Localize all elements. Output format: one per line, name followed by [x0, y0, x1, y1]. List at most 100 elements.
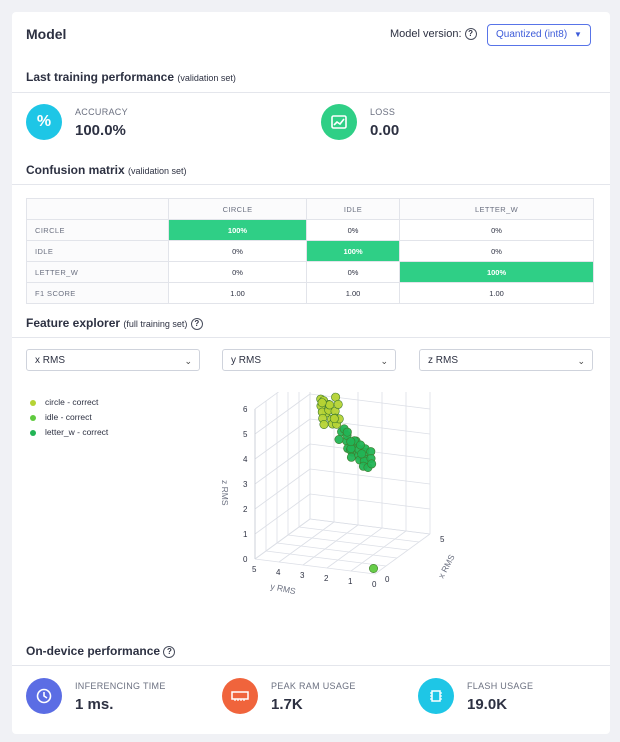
grid-line — [298, 526, 420, 543]
confusion-title-text: Confusion matrix — [26, 163, 125, 177]
y-tick-label: 0 — [372, 580, 377, 589]
divider — [12, 184, 610, 185]
matrix-cell: 0% — [167, 240, 308, 262]
y-tick-label: 3 — [300, 571, 305, 580]
scatter-point — [329, 414, 339, 424]
scatter-point — [334, 434, 344, 444]
scatter-point — [333, 399, 343, 409]
row-header: IDLE — [26, 240, 169, 262]
z-tick-label: 5 — [243, 430, 248, 439]
table-header-row: CIRCLE IDLE LETTER_W — [26, 198, 594, 220]
y-axis-title: y RMS — [270, 581, 297, 596]
y-axis-select[interactable]: y RMS ⌄ — [222, 349, 396, 371]
inferencing-time-value: 1 ms. — [75, 696, 114, 713]
scatter-point — [357, 449, 367, 459]
x-axis-select-value: x RMS — [35, 355, 65, 366]
z-tick-label: 4 — [243, 455, 248, 464]
grid-line — [254, 393, 311, 435]
help-icon[interactable]: ? — [190, 317, 203, 330]
grid-line — [254, 392, 280, 410]
grid-line — [254, 443, 311, 485]
z-axis-select-value: z RMS — [428, 355, 458, 366]
scatter-point — [369, 564, 379, 574]
matrix-cell: 100% — [167, 219, 308, 241]
z-tick-label: 6 — [243, 405, 248, 414]
model-card: Model Model version: ? Quantized (int8) … — [12, 12, 610, 734]
y-tick-label: 1 — [348, 577, 353, 586]
chevron-down-icon: ⌄ — [577, 356, 585, 366]
help-icon[interactable]: ? — [163, 645, 176, 658]
matrix-cell: 0% — [306, 219, 401, 241]
peak-ram-value: 1.7K — [271, 696, 303, 713]
explorer-subtitle: (full training set) — [123, 319, 188, 329]
y-axis-select-value: y RMS — [231, 355, 261, 366]
legend-label: letter_w - correct — [45, 427, 109, 437]
y-tick-label: 4 — [276, 568, 281, 577]
matrix-cell: 100% — [306, 240, 401, 262]
table-row: F1 SCORE 1.00 1.00 1.00 — [26, 282, 594, 304]
matrix-cell: 0% — [167, 261, 308, 283]
x-tick-label: 0 — [385, 575, 390, 584]
table-corner — [26, 198, 169, 220]
legend-item[interactable]: idle - correct — [30, 412, 92, 422]
row-header: F1 SCORE — [26, 282, 169, 304]
legend-dot — [30, 429, 36, 436]
grid-line — [287, 534, 409, 551]
x-axis-title: x RMS — [436, 552, 457, 580]
grid-line — [374, 533, 431, 575]
divider — [12, 337, 610, 338]
flash-chip-icon — [418, 678, 454, 714]
explorer-title: Feature explorer (full training set) ? — [26, 316, 203, 330]
grid-line — [276, 542, 398, 559]
grid-line — [265, 550, 387, 567]
y-tick-label: 5 — [252, 565, 257, 574]
x-axis-select[interactable]: x RMS ⌄ — [26, 349, 200, 371]
inferencing-time-label: INFERENCING TIME — [75, 681, 166, 691]
legend-item[interactable]: circle - correct — [30, 397, 98, 407]
training-title: Last training performance (validation se… — [26, 70, 236, 84]
scatter-point — [342, 427, 352, 437]
z-axis-title: z RMS — [220, 480, 230, 506]
legend-item[interactable]: letter_w - correct — [30, 427, 108, 437]
divider — [12, 92, 610, 93]
grid-line — [309, 493, 431, 510]
matrix-cell: 100% — [399, 261, 594, 283]
confusion-subtitle: (validation set) — [128, 166, 187, 176]
scatter-point — [346, 437, 356, 447]
model-version-select[interactable]: Quantized (int8) ▼ — [487, 24, 591, 46]
z-axis-select[interactable]: z RMS ⌄ — [419, 349, 593, 371]
grid-line — [326, 527, 383, 569]
clock-icon — [26, 678, 62, 714]
flash-usage-value: 19.0K — [467, 696, 508, 713]
legend-dot — [30, 414, 36, 421]
loss-value: 0.00 — [370, 122, 400, 139]
z-tick-label: 1 — [243, 530, 248, 539]
chevron-down-icon: ▼ — [573, 30, 582, 39]
grid-line — [350, 530, 407, 572]
row-header: LETTER_W — [26, 261, 169, 283]
row-header: CIRCLE — [26, 219, 169, 241]
legend-label: circle - correct — [45, 397, 99, 407]
ram-chip-icon — [222, 678, 258, 714]
confusion-matrix: CIRCLE IDLE LETTER_W CIRCLE 100% 0% 0% I… — [26, 198, 594, 304]
device-title: On-device performance ? — [26, 644, 176, 658]
table-row: CIRCLE 100% 0% 0% — [26, 219, 594, 241]
legend-dot — [30, 399, 36, 406]
grid-line — [309, 518, 431, 535]
accuracy-value: 100.0% — [75, 122, 126, 139]
column-header: LETTER_W — [399, 198, 594, 220]
flash-usage-label: FLASH USAGE — [467, 681, 534, 691]
z-tick-label: 2 — [243, 505, 248, 514]
chevron-down-icon: ⌄ — [184, 356, 192, 366]
column-header: CIRCLE — [167, 198, 308, 220]
percent-icon: % — [26, 104, 62, 140]
grid-line — [254, 418, 311, 460]
matrix-cell: 1.00 — [167, 282, 308, 304]
help-icon[interactable]: ? — [464, 28, 477, 41]
z-tick-label: 0 — [243, 555, 248, 564]
training-title-text: Last training performance — [26, 70, 175, 84]
model-version-value: Quantized (int8) — [496, 29, 568, 40]
table-row: IDLE 0% 100% 0% — [26, 240, 594, 262]
scatter-point — [356, 440, 366, 450]
